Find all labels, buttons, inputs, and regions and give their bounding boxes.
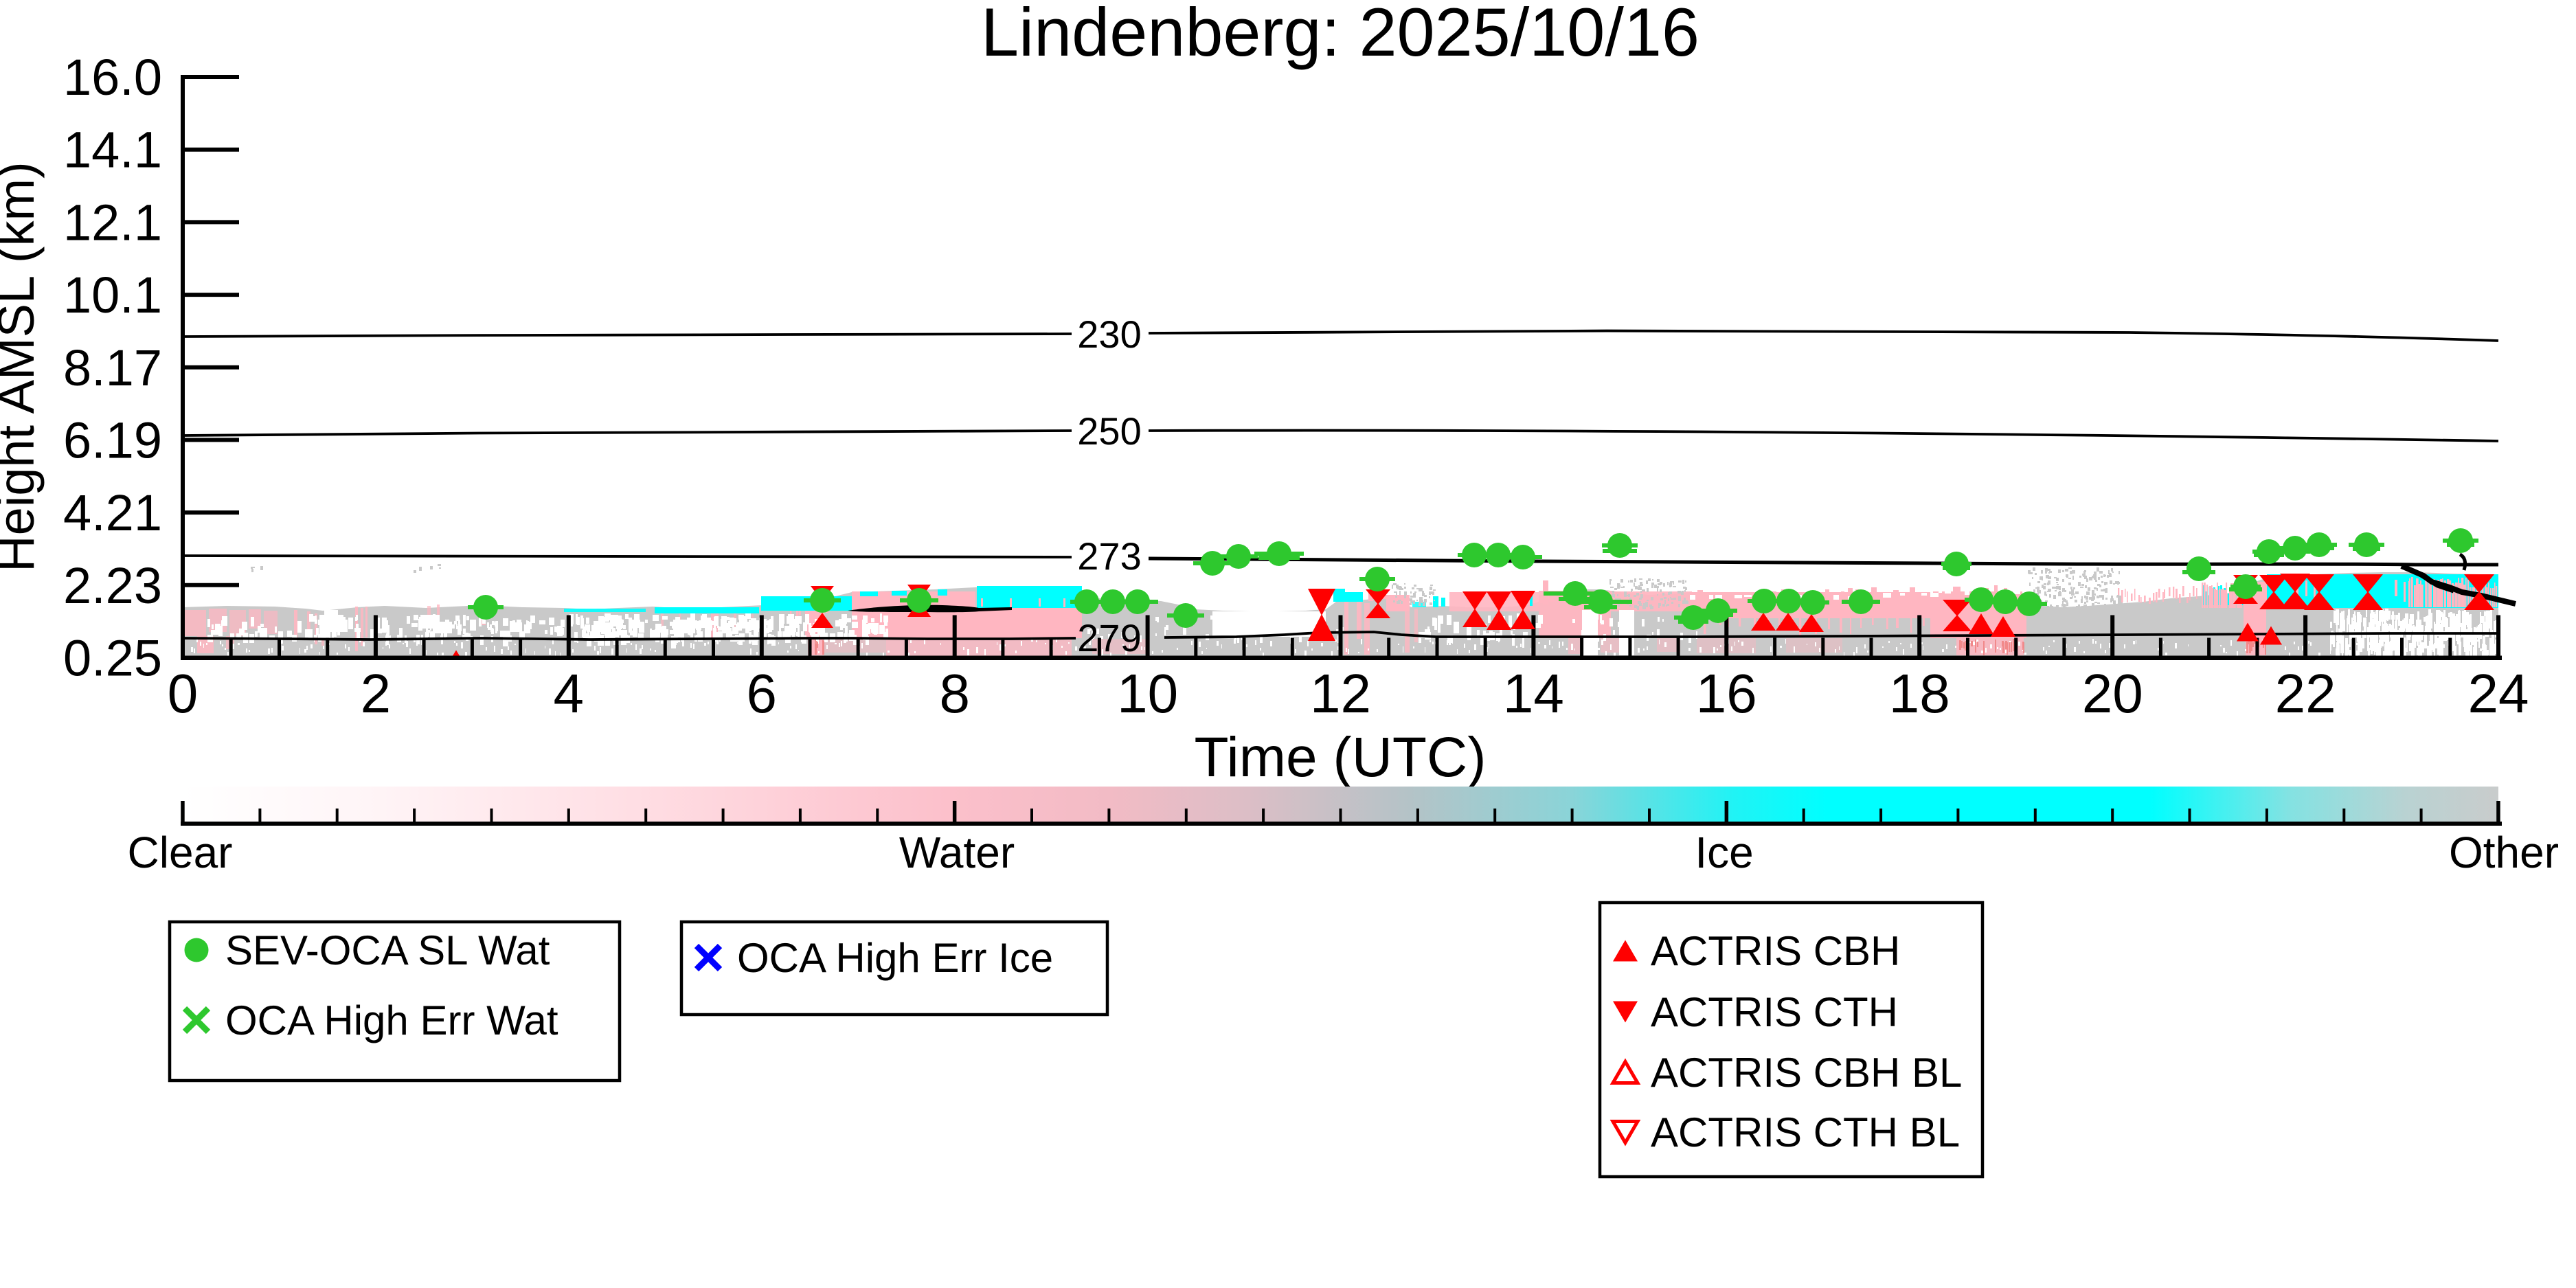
svg-text:230: 230 bbox=[1077, 313, 1141, 356]
svg-text:18: 18 bbox=[1889, 663, 1950, 724]
svg-text:12: 12 bbox=[1310, 663, 1371, 724]
svg-text:Time (UTC): Time (UTC) bbox=[1194, 726, 1486, 789]
svg-text:279: 279 bbox=[1077, 616, 1141, 659]
svg-text:14.1: 14.1 bbox=[63, 122, 162, 179]
svg-text:8.17: 8.17 bbox=[63, 339, 162, 396]
svg-text:ACTRIS CBH: ACTRIS CBH bbox=[1651, 928, 1900, 974]
svg-text:ACTRIS CBH BL: ACTRIS CBH BL bbox=[1651, 1050, 1962, 1096]
svg-text:Other: Other bbox=[2449, 828, 2559, 877]
svg-text:Ice: Ice bbox=[1695, 828, 1753, 877]
svg-text:250: 250 bbox=[1077, 409, 1141, 453]
svg-text:14: 14 bbox=[1503, 663, 1564, 724]
svg-text:Lindenberg: 2025/10/16: Lindenberg: 2025/10/16 bbox=[981, 0, 1699, 70]
svg-text:10: 10 bbox=[1117, 663, 1178, 724]
svg-text:SEV-OCA SL Wat: SEV-OCA SL Wat bbox=[225, 927, 550, 973]
svg-text:4: 4 bbox=[554, 663, 585, 724]
svg-text:16.0: 16.0 bbox=[63, 49, 162, 106]
svg-text:273: 273 bbox=[1077, 534, 1141, 578]
svg-text:OCA High Err Wat: OCA High Err Wat bbox=[225, 997, 558, 1043]
svg-text:12.1: 12.1 bbox=[63, 194, 162, 251]
svg-text:ACTRIS CTH BL: ACTRIS CTH BL bbox=[1651, 1109, 1960, 1155]
svg-text:0.25: 0.25 bbox=[63, 630, 162, 687]
svg-text:20: 20 bbox=[2082, 663, 2143, 724]
svg-text:6.19: 6.19 bbox=[63, 411, 162, 468]
svg-text:ACTRIS CTH: ACTRIS CTH bbox=[1651, 989, 1898, 1035]
svg-text:24: 24 bbox=[2468, 663, 2529, 724]
svg-text:Water: Water bbox=[899, 828, 1015, 877]
svg-text:4.21: 4.21 bbox=[63, 484, 162, 541]
svg-text:Height AMSL (km): Height AMSL (km) bbox=[0, 161, 45, 572]
svg-text:8: 8 bbox=[939, 663, 970, 724]
svg-text:2: 2 bbox=[361, 663, 392, 724]
svg-text:Clear: Clear bbox=[128, 828, 233, 877]
svg-text:6: 6 bbox=[747, 663, 778, 724]
svg-text:22: 22 bbox=[2275, 663, 2336, 724]
svg-text:OCA High Err Ice: OCA High Err Ice bbox=[737, 935, 1053, 981]
svg-text:16: 16 bbox=[1696, 663, 1757, 724]
svg-text:10.1: 10.1 bbox=[63, 267, 162, 324]
svg-text:2.23: 2.23 bbox=[63, 557, 162, 614]
svg-text:0: 0 bbox=[168, 663, 199, 724]
